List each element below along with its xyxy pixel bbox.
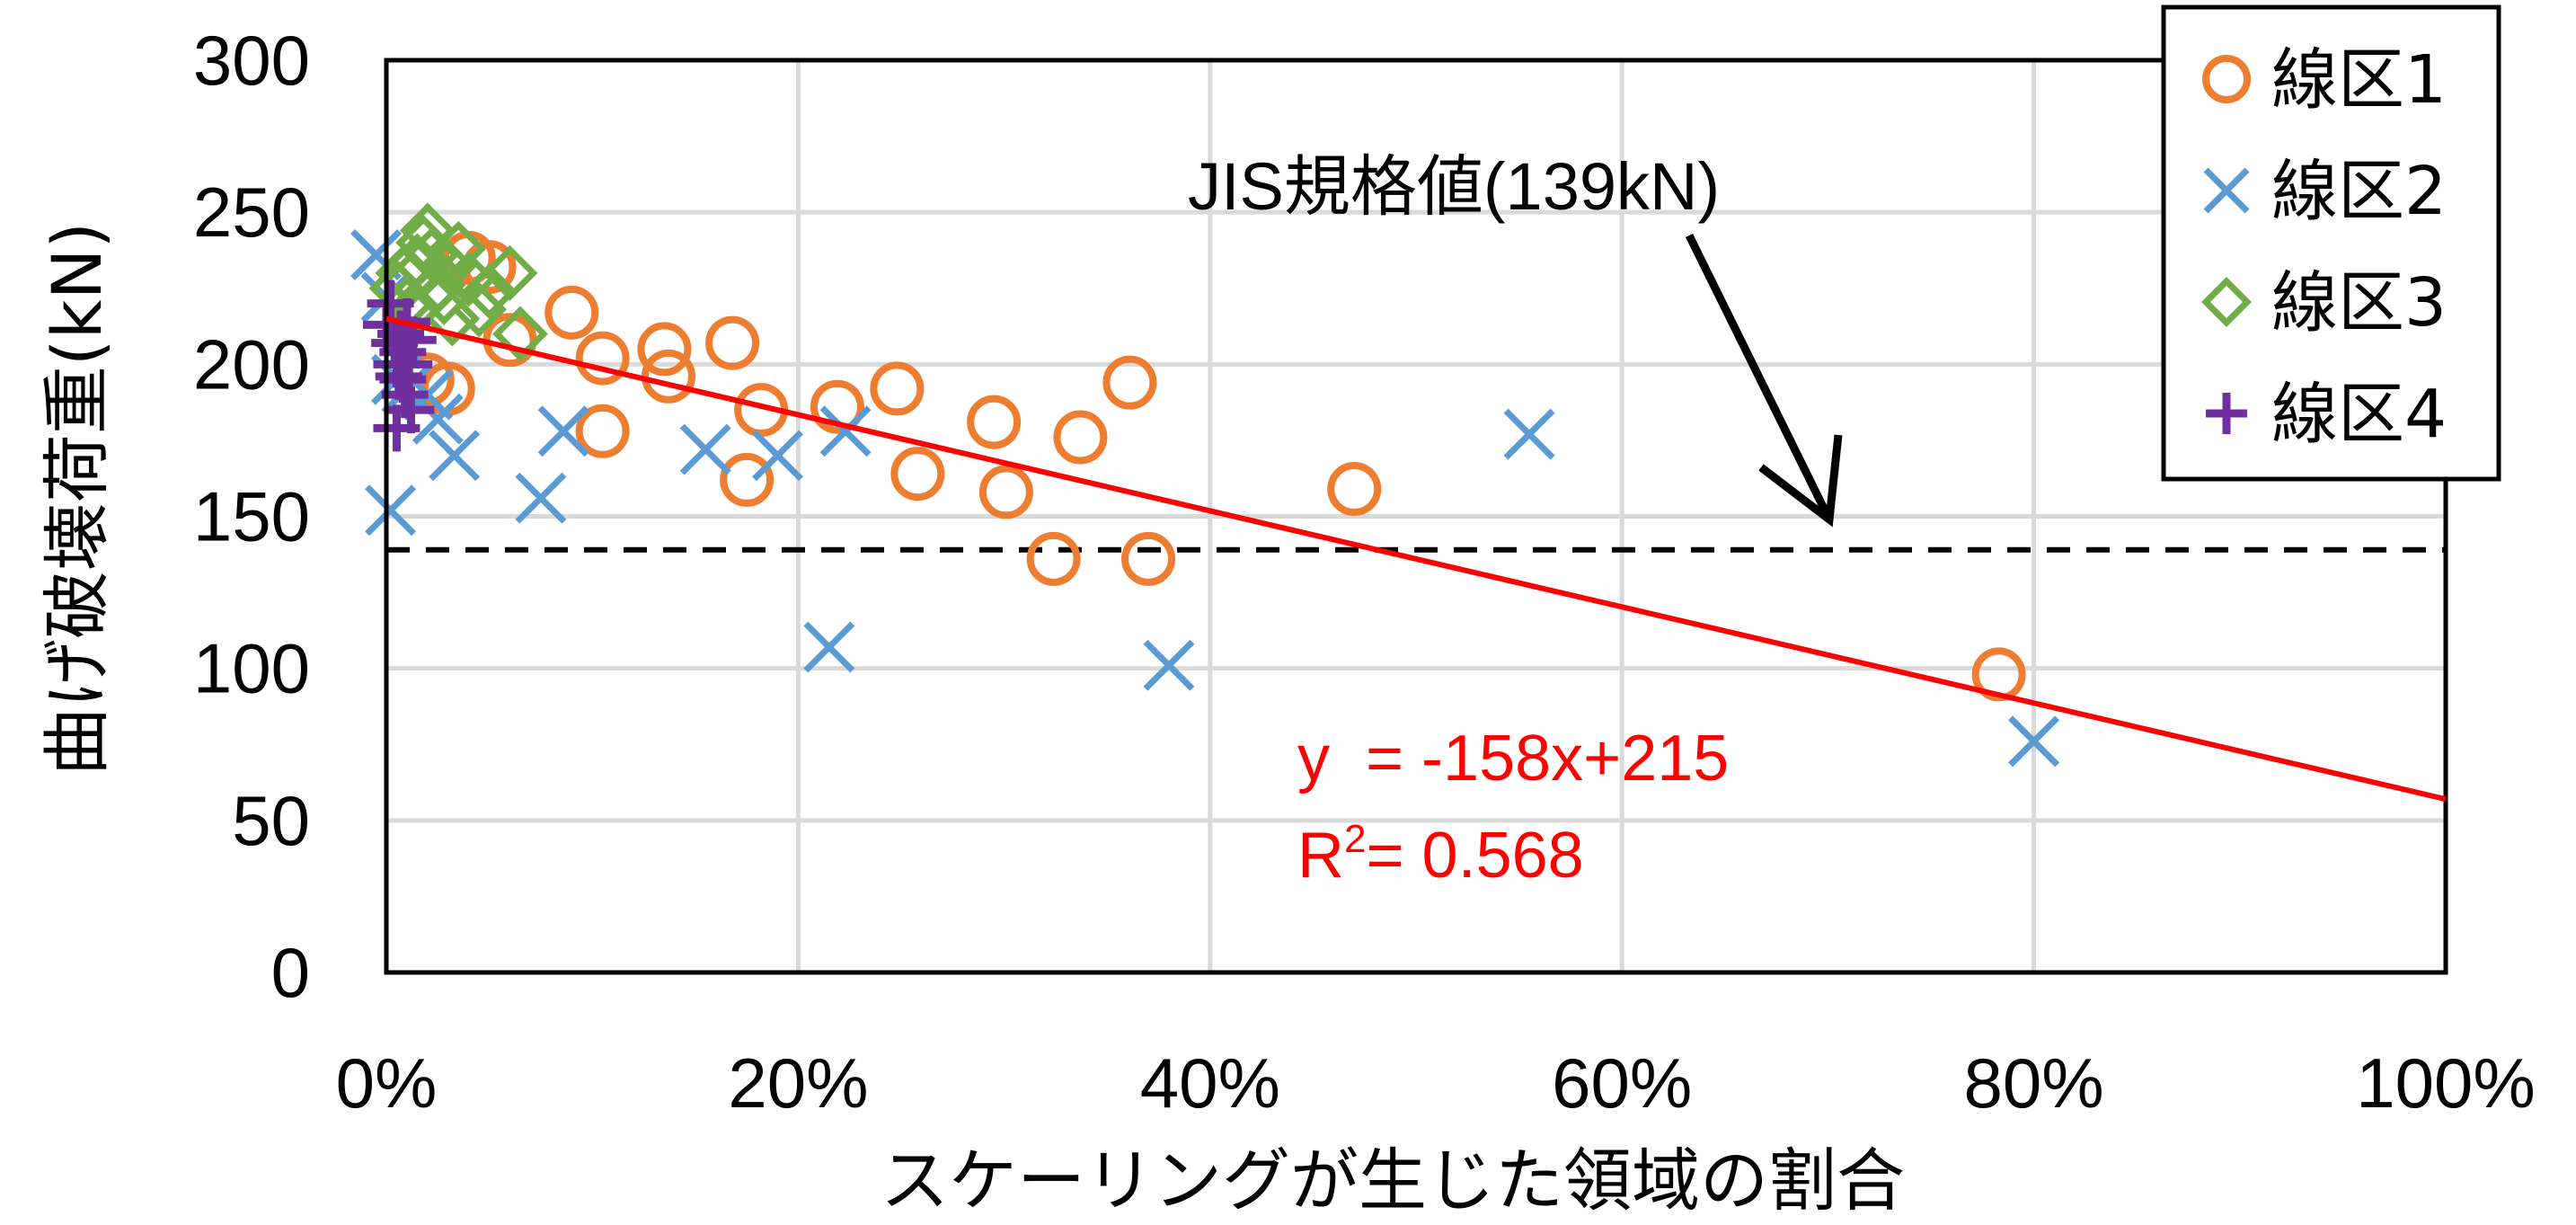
trendline-group (385, 315, 2447, 803)
data-point (429, 430, 481, 482)
data-point (537, 405, 589, 457)
data-point (679, 423, 731, 475)
data-point (451, 281, 508, 338)
x-tick-label: 80% (1964, 1043, 2104, 1123)
x-tick-label: 0% (336, 1043, 438, 1123)
x-tick-label: 100% (2356, 1043, 2536, 1123)
data-point (1327, 462, 1382, 517)
jis-arrow-shaft (1685, 234, 1834, 521)
data-point (544, 285, 599, 340)
data-point (412, 393, 464, 445)
jis-annotation: JIS規格値(139kN) (1188, 149, 1843, 528)
data-point (461, 263, 518, 320)
x-tick-label: 60% (1552, 1043, 1692, 1123)
data-point (373, 404, 420, 452)
data-point (890, 447, 945, 502)
data-point (1102, 355, 1157, 410)
data-point (1971, 647, 2026, 702)
data-point (705, 315, 760, 370)
data-point (492, 306, 548, 362)
data-point (1503, 408, 1555, 460)
trend-equation: y = -158x+215 R2= 0.568 (1297, 723, 1729, 892)
data-point (575, 331, 630, 386)
data-point (575, 404, 630, 458)
data-point (803, 621, 855, 673)
data-point (978, 465, 1033, 519)
y-tick-label: 150 (193, 477, 310, 556)
x-axis-title: スケーリングが生じた領域の割合 (881, 1141, 1905, 1221)
legend-label: 線区3 (2271, 264, 2447, 342)
legend-label: 線区1 (2271, 41, 2447, 119)
y-tick-label: 300 (193, 21, 310, 100)
legend-marker (2206, 393, 2247, 434)
data-point (810, 379, 864, 434)
equation-label: y = -158x+215 (1297, 723, 1729, 794)
legend-marker (2202, 55, 2251, 103)
r2-prefix: R (1297, 820, 1344, 892)
legend-marker (2201, 277, 2252, 327)
data-point (430, 220, 487, 277)
data-point (399, 202, 456, 259)
y-tick-label: 250 (193, 173, 310, 252)
data-point (365, 484, 417, 537)
y-tick-label: 100 (193, 629, 310, 708)
data-point (752, 430, 803, 482)
legend-marker (2203, 167, 2250, 214)
data-point (1121, 531, 1176, 586)
y-tick-label: 200 (193, 324, 310, 404)
legend: 線区1 線区2 線区3 線区4 (2161, 4, 2501, 482)
data-point (967, 395, 1022, 449)
x-tick-label: 40% (1140, 1043, 1280, 1123)
r2-value: = 0.568 (1366, 820, 1583, 892)
data-point (2008, 715, 2060, 768)
data-point (870, 361, 925, 416)
data-point (482, 244, 538, 301)
trendline (385, 315, 2447, 803)
data-point (637, 322, 692, 377)
data-point (1026, 531, 1081, 586)
y-tick-label: 0 (271, 933, 310, 1012)
jis-label: JIS規格値(139kN) (1188, 149, 1720, 224)
data-point (819, 405, 872, 457)
jis-arrow-head (1758, 434, 1843, 528)
r-squared-label: R2= 0.568 (1297, 817, 1584, 892)
data-point (1143, 639, 1195, 691)
y-tick-label: 50 (232, 781, 310, 860)
legend-label: 線区4 (2271, 376, 2447, 453)
data-point (720, 452, 775, 507)
legend-label: 線区2 (2271, 153, 2447, 230)
tick-labels: 0% 20% 40% 60% 80% 100% 0 50 100 150 200 250 300 (193, 21, 2536, 1123)
legend-box (2161, 4, 2501, 482)
y-axis-title: 曲げ破壊荷重(kN) (37, 222, 117, 776)
r2-superscript: 2 (1344, 817, 1366, 861)
data-point (424, 290, 481, 347)
x-tick-label: 20% (728, 1043, 868, 1123)
plot-area-border (384, 58, 2448, 975)
data-point (515, 472, 567, 524)
data-point (1053, 410, 1108, 465)
